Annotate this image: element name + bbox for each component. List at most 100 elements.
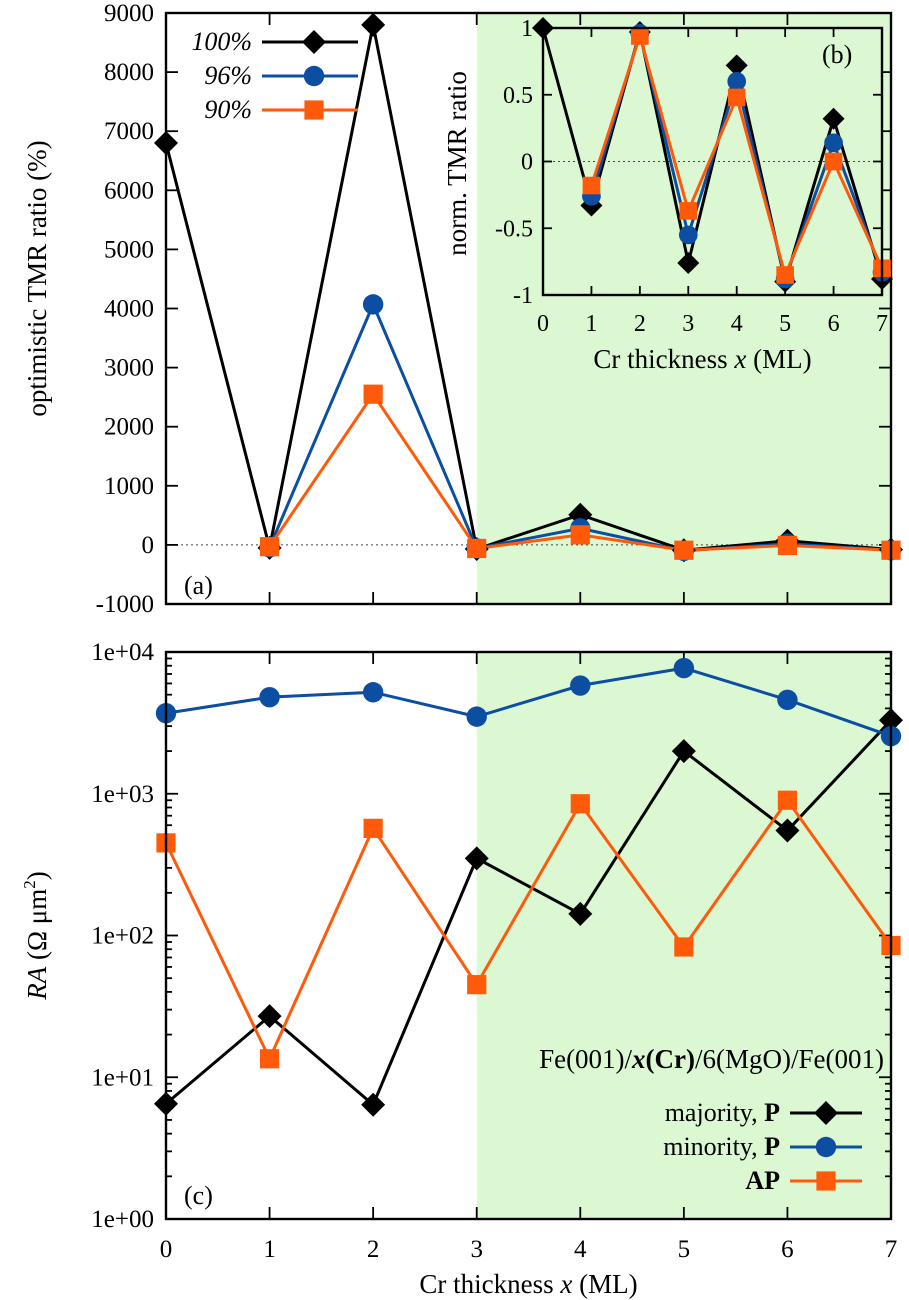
panel-b-xtick-label: 3 [682,311,694,337]
legend-c-majority-bold: P [764,1098,780,1127]
panel-c-label: (c) [184,1181,213,1210]
panel-b-ytick-label: 1 [521,16,533,42]
panel-b-y-axis-label: norm. TMR ratio [442,71,472,256]
panel-c-legend: majority, P minority, P AP [663,1098,862,1195]
panel-b-xtick-label: 4 [731,311,743,337]
panel-c-series-2-point-5 [674,937,694,957]
panel-c-series-0-point-6 [775,818,800,843]
panel-a-series-2-point-6 [777,535,798,556]
panel-c-series-1-point-1 [259,686,280,708]
panel-c-y-label-unit: (Ω μm [22,889,52,967]
legend-c-minority-text: minority, [663,1132,764,1161]
panel-c-series-2-point-6 [777,790,798,810]
panel-a-ytick-label: 5000 [104,236,154,263]
legend-a-label-96: 96% [204,61,252,90]
panel-b-series-2-point-5 [776,266,794,284]
panel-b-series-1-point-4 [727,72,747,91]
panel-a-ytick-label: 3000 [104,355,154,382]
legend-a-label-90: 90% [204,95,252,124]
panel-c-series-0-point-3 [464,846,489,871]
panel-b-series-2-point-3 [679,202,698,220]
panel-a-series-1-point-2 [362,294,384,315]
panel-b-series-0-point-4 [725,54,748,77]
panel-b-x-axis-label: Cr thickness x (ML) [593,344,811,374]
panel-c-ytick-label: 1e+01 [91,1064,154,1091]
panel-c-xtick-label: 3 [470,1236,483,1263]
panel-c-xtick-label: 7 [885,1236,898,1263]
panel-c-series-1-point-6 [777,689,798,711]
legend-c-minority-bold: P [764,1132,780,1161]
legend-a-sample-marker-0 [302,30,326,54]
panel-c-xtick-label: 4 [574,1236,587,1263]
panel-c-series-0-line [165,719,893,1107]
panel-c-y-axis-label: RA (Ω μm2) [20,871,52,1001]
panel-a-frame [164,11,893,606]
panel-a-ytick-label: 6000 [104,177,154,204]
panel-b-xtick-label: 0 [537,311,549,337]
panel-c-series-0-point-2 [361,1092,386,1117]
panel-a-ytick-label: 9000 [104,0,154,27]
panel-b-series-2-point-1 [582,176,601,195]
panel-c-series-1-point-3 [466,706,487,727]
panel-c-ytick-label: 1e+04 [91,639,154,666]
panel-b-x-label-prefix: Cr thickness [593,344,734,374]
panel-c-series-2-point-4 [570,794,590,814]
panel-c-series-2-line [164,798,893,1061]
panel-c-series-2-point-1 [259,1049,280,1069]
panel-c-x-axis-label: Cr thickness x (ML) [419,1269,637,1299]
annotation-part-3: (Cr) [646,1044,695,1074]
annotation-part-2: x [631,1044,646,1074]
legend-c-ap-bold: AP [745,1166,780,1195]
panel-a-series-2-point-2 [363,384,383,404]
panel-c-series-1-line [165,666,892,738]
annotation-part-4: /6(MgO)/Fe(001) [695,1044,884,1074]
panel-c-xtick-label: 1 [263,1236,276,1263]
legend-c-label-minority: minority, P [663,1132,780,1161]
panel-c-structure-annotation: Fe(001)/x(Cr)/6(MgO)/Fe(001) [539,1044,884,1074]
panel-b-ytick-label: -1 [513,283,533,309]
panel-a-series-2-point-5 [674,540,694,560]
panel-a-ytick-label: 2000 [104,414,154,441]
panel-b-ytick-label: 0 [521,150,533,176]
panel-b-series-2-point-4 [727,88,746,107]
legend-c-majority-text: majority, [665,1098,764,1127]
legend-c-sample-marker-2 [816,1171,836,1191]
panel-c-series-0-point-5 [671,739,696,764]
legend-c-sample-marker-0 [814,1101,838,1125]
panel-a-ytick-label: 4000 [104,296,154,323]
legend-c-label-majority: majority, P [665,1098,780,1127]
panel-b-xtick-label: 6 [828,311,840,337]
panel-c-series-2-point-2 [363,818,383,838]
panel-c-xtick-label: 6 [781,1236,794,1263]
panel-a-series-2-point-4 [570,525,590,545]
annotation-part-1: Fe(001)/ [539,1044,632,1074]
panel-a-series-0-point-2 [361,12,386,37]
panel-c-y-label-sup: 2 [20,880,39,889]
panel-b-series-1-point-3 [678,225,698,245]
panel-a-axis-ticks: -1000 0 1000 2000 3000 4000 5000 6000 7000 8000 90… [96,0,892,618]
panel-a-legend: 100% 96% 90% [191,27,358,124]
panel-c-xtick-label: 0 [160,1236,173,1263]
panel-c-series-1-point-5 [673,657,695,679]
panel-c-series-lines [164,666,893,1107]
panel-b-xtick-label: 1 [585,311,597,337]
panel-c-series-0-point-4 [568,901,593,926]
panel-c-xtick-label: 2 [367,1236,380,1263]
panel-b-series-0-point-6 [822,107,845,130]
panel-c-series-0-point-1 [257,1004,282,1029]
panel-b-normalized-tmr-inset: -1-0.500.510 1 2 3 4 5 6 7 (b) norm. TMR ratio … [442,16,893,374]
panel-b-label: (b) [822,40,852,69]
panel-a-ytick-label: 1000 [104,473,154,500]
panel-b-ytick-label: 0.5 [503,83,533,109]
panel-b-series-2-point-2 [631,27,649,45]
panel-c-resistance-area: 1e+00 1e+01 1e+02 1e+03 1e+04 0 1 2 3 4 5 6 7 (c) RA… [20,639,903,1299]
panel-c-x-label-suffix: (ML) [572,1269,637,1299]
panel-c-y-label-var: RA [22,966,52,1000]
panel-c-xtick-label: 5 [678,1236,691,1263]
panel-a-label: (a) [184,571,213,600]
legend-c-sample-marker-1 [815,1136,837,1158]
panel-b-series-1-point-6 [824,133,843,153]
panel-b-x-label-var: x [733,344,746,374]
panel-b-frame [541,26,884,297]
